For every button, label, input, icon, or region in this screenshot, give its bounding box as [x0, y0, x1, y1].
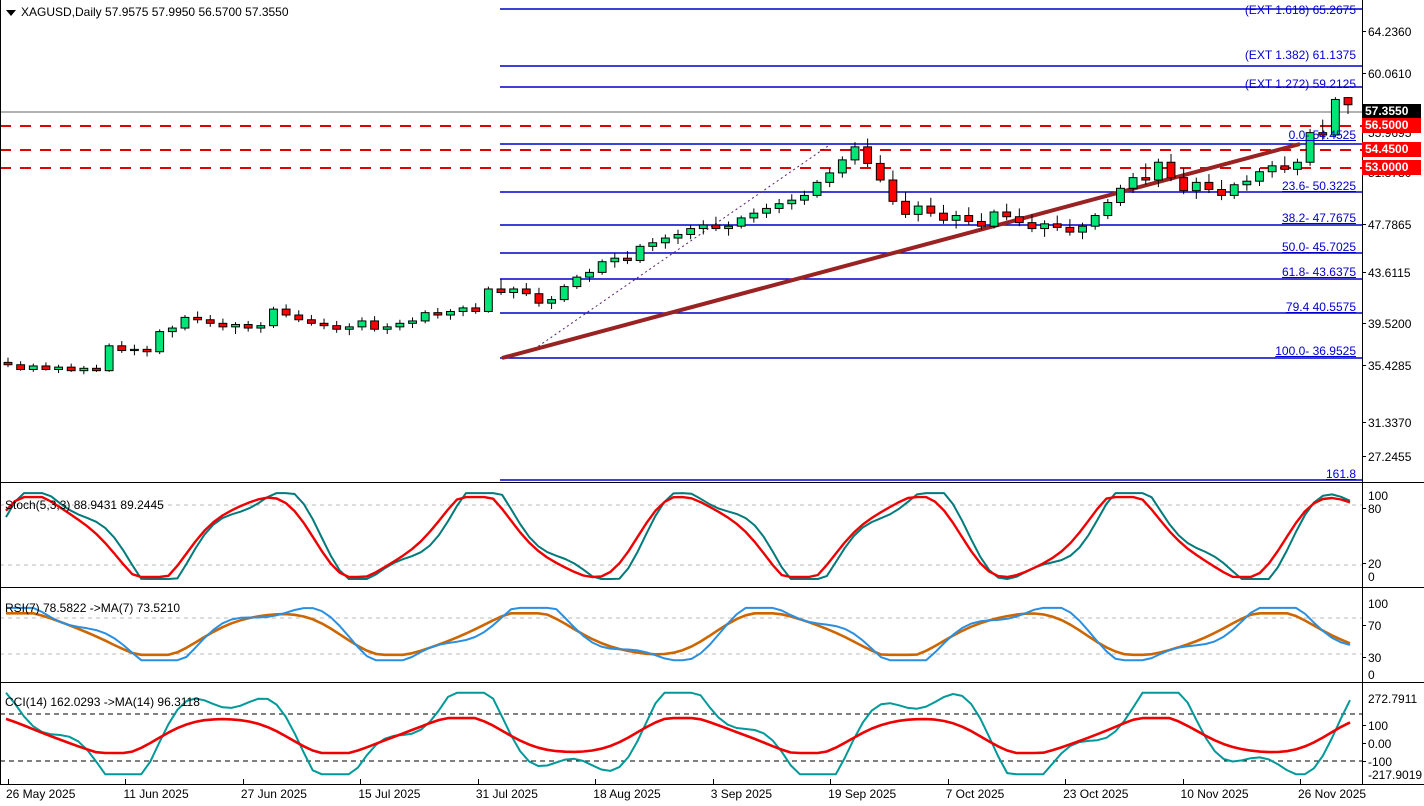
stoch-scale-label: 20	[1368, 557, 1382, 571]
rsi-scale-label: 0	[1368, 668, 1375, 682]
rsi-scale-label: 70	[1368, 619, 1382, 633]
price-axis-line	[1362, 0, 1363, 482]
symbol-header: XAGUSD,Daily 57.9575 57.9950 56.5700 57.…	[6, 5, 289, 19]
date-axis-label: 26 Nov 2025	[1298, 787, 1367, 801]
date-axis-label: 10 Nov 2025	[1180, 787, 1249, 801]
stoch-pane-divider	[0, 482, 1424, 483]
fib-794-label: 79.4 40.5575	[1285, 300, 1356, 314]
fib-0-label: 0.0- 54.4525	[1288, 128, 1356, 142]
left-axis-line	[0, 0, 1, 784]
date-axis-tick	[125, 779, 127, 784]
price-level-badge: 56.5000	[1362, 118, 1421, 133]
stoch-label: Stoch(5,3,3) 88.9431 89.2445	[5, 498, 164, 512]
date-axis-label: 23 Oct 2025	[1063, 787, 1129, 801]
fib-ext-1382-label: (EXT 1.382) 61.1375	[1244, 48, 1356, 62]
rsi-pane-divider	[0, 587, 1424, 588]
date-axis-tick	[477, 779, 479, 784]
cci-scale-label: 272.7911	[1368, 692, 1418, 706]
fib-236-label: 23.6- 50.3225	[1281, 179, 1356, 193]
rsi-pane[interactable]	[0, 588, 1362, 682]
stoch-scale-label: 100	[1368, 489, 1389, 503]
date-axis-tick	[712, 779, 714, 784]
rsi-scale-label: 100	[1368, 597, 1389, 611]
price-chart-canvas	[0, 8, 1362, 481]
cci-label: CCI(14) 162.0293 ->MA(14) 96.3118	[5, 695, 200, 709]
fib-1618-label: 161.8	[1325, 467, 1356, 481]
stoch-scale-label: 80	[1368, 502, 1382, 516]
date-axis-tick	[595, 779, 597, 784]
fib-382-label: 38.2- 47.7675	[1281, 211, 1356, 225]
date-axis-label: 31 Jul 2025	[475, 787, 538, 801]
cci-pane[interactable]	[0, 683, 1362, 784]
price-tick-label: 43.6115	[1368, 266, 1411, 280]
cci-scale-label: 100	[1368, 719, 1389, 733]
price-level-badge: 53.0000	[1362, 160, 1421, 175]
cci-scale-label: -100	[1368, 755, 1393, 769]
rsi-label: RSI(7) 78.5822 ->MA(7) 73.5210	[5, 601, 181, 615]
date-axis-label: 19 Sep 2025	[828, 787, 897, 801]
fib-ext-1618-label: (EXT 1.618) 65.2675	[1244, 3, 1356, 17]
price-tick-label: 31.3370	[1368, 416, 1412, 430]
stoch-axis-line	[1362, 483, 1363, 587]
fib-ext-1272-label: (EXT 1.272) 59.2125	[1244, 77, 1356, 91]
stoch-chart-canvas	[0, 492, 1362, 580]
price-tick-label: 60.0610	[1368, 67, 1412, 81]
price-tick-label: 64.2360	[1368, 25, 1412, 39]
date-axis-tick	[8, 779, 9, 784]
date-axis-label: 27 Jun 2025	[240, 787, 307, 801]
date-axis: 26 May 2025 11 Jun 2025 27 Jun 2025 15 Jul …	[0, 779, 1366, 806]
current-price-badge: 57.3550	[1362, 104, 1421, 119]
date-axis-tick	[1182, 779, 1184, 784]
price-tick-label: 27.2455	[1368, 450, 1412, 464]
date-axis-label: 3 Sep 2025	[710, 787, 773, 801]
date-axis-label: 15 Jul 2025	[358, 787, 421, 801]
symbol-header-text: XAGUSD,Daily 57.9575 57.9950 56.5700 57.…	[21, 5, 289, 19]
stoch-scale-label: 0	[1368, 570, 1375, 584]
fib-618-label: 61.8- 43.6375	[1281, 265, 1356, 279]
date-axis-label: 7 Oct 2025	[945, 787, 1005, 801]
fib-100-label: 100.0- 36.9525	[1275, 344, 1356, 358]
date-axis-tick	[1300, 779, 1301, 784]
triangle-down-icon[interactable]	[6, 9, 16, 16]
price-tick-label: 35.4285	[1368, 359, 1412, 373]
date-axis-tick	[830, 779, 832, 784]
cci-scale-label: -217.9019	[1368, 768, 1423, 782]
date-axis-tick	[947, 779, 949, 784]
cci-chart-canvas	[0, 691, 1362, 776]
stoch-pane[interactable]	[0, 483, 1362, 587]
price-pane[interactable]	[0, 0, 1362, 482]
date-axis-divider	[0, 784, 1424, 785]
date-axis-label: 11 Jun 2025	[123, 787, 189, 801]
price-level-badge: 54.4500	[1362, 142, 1421, 157]
date-axis-label: 26 May 2025	[6, 787, 76, 801]
rsi-chart-canvas	[0, 606, 1362, 662]
date-axis-tick	[1065, 779, 1067, 784]
date-axis-tick	[242, 779, 244, 784]
rsi-scale-label: 30	[1368, 651, 1382, 665]
price-tick-label: 39.5200	[1368, 317, 1412, 331]
cci-scale-label: 0.00	[1368, 737, 1392, 751]
date-axis-label: 18 Aug 2025	[593, 787, 661, 801]
price-tick-label: 47.7865	[1368, 218, 1412, 232]
date-axis-tick	[360, 779, 362, 784]
cci-pane-divider	[0, 682, 1424, 683]
cci-axis-line	[1362, 683, 1363, 784]
rsi-axis-line	[1362, 588, 1363, 682]
fib-50-label: 50.0- 45.7025	[1281, 240, 1356, 254]
